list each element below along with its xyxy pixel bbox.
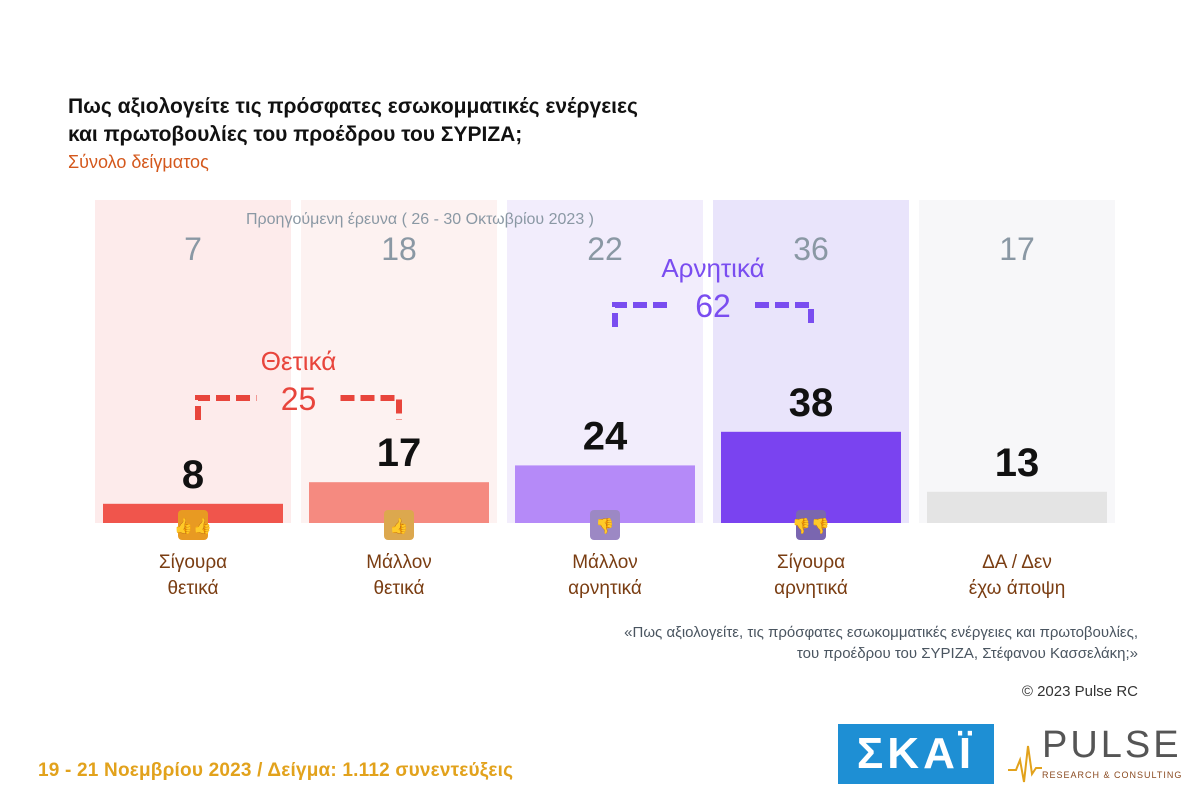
category-label: Σίγουρα — [777, 552, 845, 573]
pulse-wave-icon — [1008, 745, 1042, 783]
category-label: αρνητικά — [774, 578, 848, 599]
group-total: 25 — [281, 381, 317, 417]
column-panel — [95, 200, 291, 523]
survey-footer: 19 - 21 Νοεμβρίου 2023 / Δείγμα: 1.112 σ… — [38, 760, 514, 781]
bar — [721, 431, 901, 523]
group-total: 62 — [695, 288, 731, 324]
pulse-logo: PULSE RESEARCH & CONSULTING — [1008, 724, 1181, 786]
column-panel — [919, 200, 1115, 523]
thumb-down-icon-glyph: 👎 — [596, 517, 615, 535]
group-label: Αρνητικά — [661, 253, 764, 283]
pulse-logo-text: PULSE — [1042, 724, 1182, 766]
category-label: ΔΑ / Δεν — [982, 552, 1052, 573]
thumb-up-icon — [384, 510, 414, 540]
question-quote: «Πως αξιολογείτε, τις πρόσφατες εσωκομμα… — [378, 622, 1138, 664]
previous-value-label: 18 — [381, 231, 417, 267]
previous-value-label: 22 — [587, 231, 623, 267]
group-label: Θετικά — [261, 346, 337, 376]
bar-value-label: 24 — [583, 414, 628, 458]
bar-value-label: 38 — [789, 381, 834, 425]
skai-logo: ΣΚΑΪ — [838, 724, 994, 784]
two-thumbs-down-icon — [796, 510, 826, 540]
chart-title-line1: Πως αξιολογείτε τις πρόσφατες εσωκομματι… — [68, 95, 638, 118]
category-label: Μάλλον — [572, 552, 638, 573]
previous-value-label: 7 — [184, 231, 202, 267]
category-label: αρνητικά — [568, 578, 642, 599]
category-label: Σίγουρα — [159, 552, 227, 573]
two-thumbs-up-icon-glyph: 👍👍 — [174, 517, 211, 535]
two-thumbs-up-icon — [178, 510, 208, 540]
thumb-up-icon-glyph: 👍 — [390, 517, 409, 535]
previous-survey-label: Προηγούμενη έρευνα ( 26 - 30 Οκτωβρίου 2… — [246, 211, 594, 228]
bar-value-label: 8 — [182, 453, 204, 497]
category-label: θετικά — [167, 578, 218, 599]
previous-value-label: 36 — [793, 231, 829, 267]
thumb-down-icon — [590, 510, 620, 540]
bar-value-label: 13 — [995, 441, 1040, 485]
question-quote-line2: του προέδρου του ΣΥΡΙΖΑ, Στέφανου Κασσελ… — [796, 645, 1138, 662]
two-thumbs-down-icon-glyph: 👎👎 — [792, 517, 829, 535]
copyright-text: © 2023 Pulse RC — [1021, 683, 1138, 700]
pulse-logo-subtext: RESEARCH & CONSULTING — [1042, 770, 1183, 780]
chart-title: Πως αξιολογείτε τις πρόσφατες εσωκομματι… — [68, 93, 828, 149]
bar — [927, 491, 1107, 523]
category-label: Μάλλον — [366, 552, 432, 573]
chart-subtitle: Σύνολο δείγματος — [68, 152, 209, 172]
group-bracket — [195, 395, 402, 420]
category-label: έχω άποψη — [969, 578, 1066, 599]
column-panel — [301, 200, 497, 523]
category-label: θετικά — [373, 578, 424, 599]
question-quote-line1: «Πως αξιολογείτε, τις πρόσφατες εσωκομμα… — [624, 624, 1138, 641]
chart-title-line2: και πρωτοβουλίες του προέδρου του ΣΥΡΙΖΑ… — [68, 123, 523, 146]
group-bracket — [612, 302, 814, 327]
bar-value-label: 17 — [377, 431, 422, 475]
previous-value-label: 17 — [999, 231, 1035, 267]
